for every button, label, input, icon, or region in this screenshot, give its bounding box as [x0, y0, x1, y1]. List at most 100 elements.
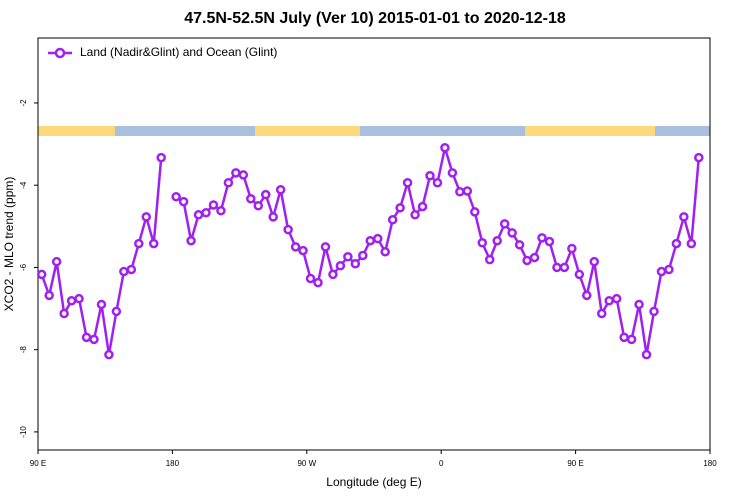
data-point — [455, 187, 465, 197]
data-point — [410, 210, 420, 220]
data-point — [492, 235, 502, 246]
data-point — [66, 295, 77, 306]
data-point — [567, 243, 577, 254]
data-point — [611, 293, 622, 304]
data-point — [417, 201, 428, 212]
ocean — [655, 126, 710, 136]
data-point — [619, 332, 629, 343]
x-tick-label: 180 — [166, 459, 180, 468]
y-tick-label: -8 — [19, 346, 28, 354]
ocean — [360, 126, 525, 136]
x-tick-label: 90 E — [30, 459, 46, 468]
data-point — [380, 247, 390, 257]
data-point — [51, 256, 62, 267]
data-point — [634, 299, 644, 310]
data-point — [298, 245, 308, 256]
data-point — [477, 238, 488, 248]
data-point — [328, 269, 338, 280]
plot-frame — [37, 37, 711, 451]
x-axis-label: Longitude (deg E) — [326, 475, 421, 489]
data-point — [253, 201, 264, 211]
data-point — [141, 212, 152, 222]
y-tick-label: -4 — [19, 181, 28, 189]
data-point — [305, 273, 316, 284]
data-point — [89, 334, 99, 345]
data-point — [522, 255, 532, 266]
land — [255, 126, 360, 136]
data-point — [499, 219, 510, 229]
ocean — [115, 126, 255, 136]
data-point — [290, 242, 301, 252]
data-point — [208, 200, 219, 210]
y-tick-label: -10 — [19, 426, 28, 438]
data-point — [574, 269, 585, 280]
data-point — [425, 170, 435, 181]
data-point — [671, 238, 682, 249]
data-point — [231, 168, 241, 178]
data-point — [171, 191, 181, 202]
data-point — [350, 258, 361, 269]
data-point — [514, 240, 525, 250]
data-point — [641, 349, 652, 360]
data-point — [402, 177, 413, 188]
data-point — [186, 235, 196, 246]
data-point — [537, 233, 547, 243]
data-point — [96, 299, 107, 310]
data-point — [649, 306, 659, 317]
data-point — [343, 251, 353, 262]
data-point — [462, 186, 473, 196]
chart-title: 47.5N-52.5N July (Ver 10) 2015-01-01 to … — [184, 10, 566, 27]
land — [525, 126, 655, 136]
land-ocean-band — [38, 126, 710, 136]
data-point — [223, 177, 234, 188]
x-tick-label: 90 E — [567, 459, 583, 468]
data-point — [216, 205, 226, 216]
data-point — [111, 306, 122, 317]
data-point — [447, 168, 458, 178]
data-point — [372, 233, 383, 244]
data-point — [529, 252, 540, 263]
data-point — [484, 254, 495, 265]
y-tick-label: -6 — [19, 263, 28, 271]
data-point — [81, 332, 92, 343]
data-point — [358, 250, 368, 261]
data-point — [440, 143, 450, 153]
data-point — [432, 177, 443, 188]
x-tick-label: 90 W — [297, 459, 316, 468]
data-point — [193, 210, 204, 220]
data-point — [507, 228, 517, 238]
data-point — [604, 295, 614, 306]
data-point — [104, 349, 114, 360]
data-point — [365, 235, 376, 246]
land — [38, 126, 115, 136]
data-point — [582, 290, 592, 301]
data-point — [559, 262, 570, 273]
data-point — [686, 238, 697, 249]
x-tick-label: 0 — [439, 459, 444, 468]
data-point — [664, 264, 674, 275]
data-point — [387, 214, 398, 225]
x-tick-label: 180 — [703, 459, 717, 468]
data-point — [36, 269, 47, 280]
data-point — [335, 261, 346, 271]
legend-marker — [54, 47, 66, 59]
data-point — [596, 308, 607, 319]
data-point — [694, 152, 704, 163]
data-point — [589, 256, 600, 267]
legend-label: Land (Nadir&Glint) and Ocean (Glint) — [80, 45, 277, 59]
data-point — [544, 236, 555, 247]
data-point — [320, 242, 331, 252]
data-point — [552, 262, 562, 273]
data-point — [679, 212, 689, 222]
data-point — [178, 196, 189, 207]
data-point — [470, 207, 480, 217]
data-point — [260, 189, 271, 200]
data-point — [201, 208, 211, 218]
data-point — [126, 264, 137, 275]
series-line — [40, 147, 701, 355]
y-tick-label: -2 — [19, 99, 28, 107]
data-point — [156, 152, 166, 163]
data-point — [268, 212, 278, 222]
data-point — [656, 266, 667, 277]
